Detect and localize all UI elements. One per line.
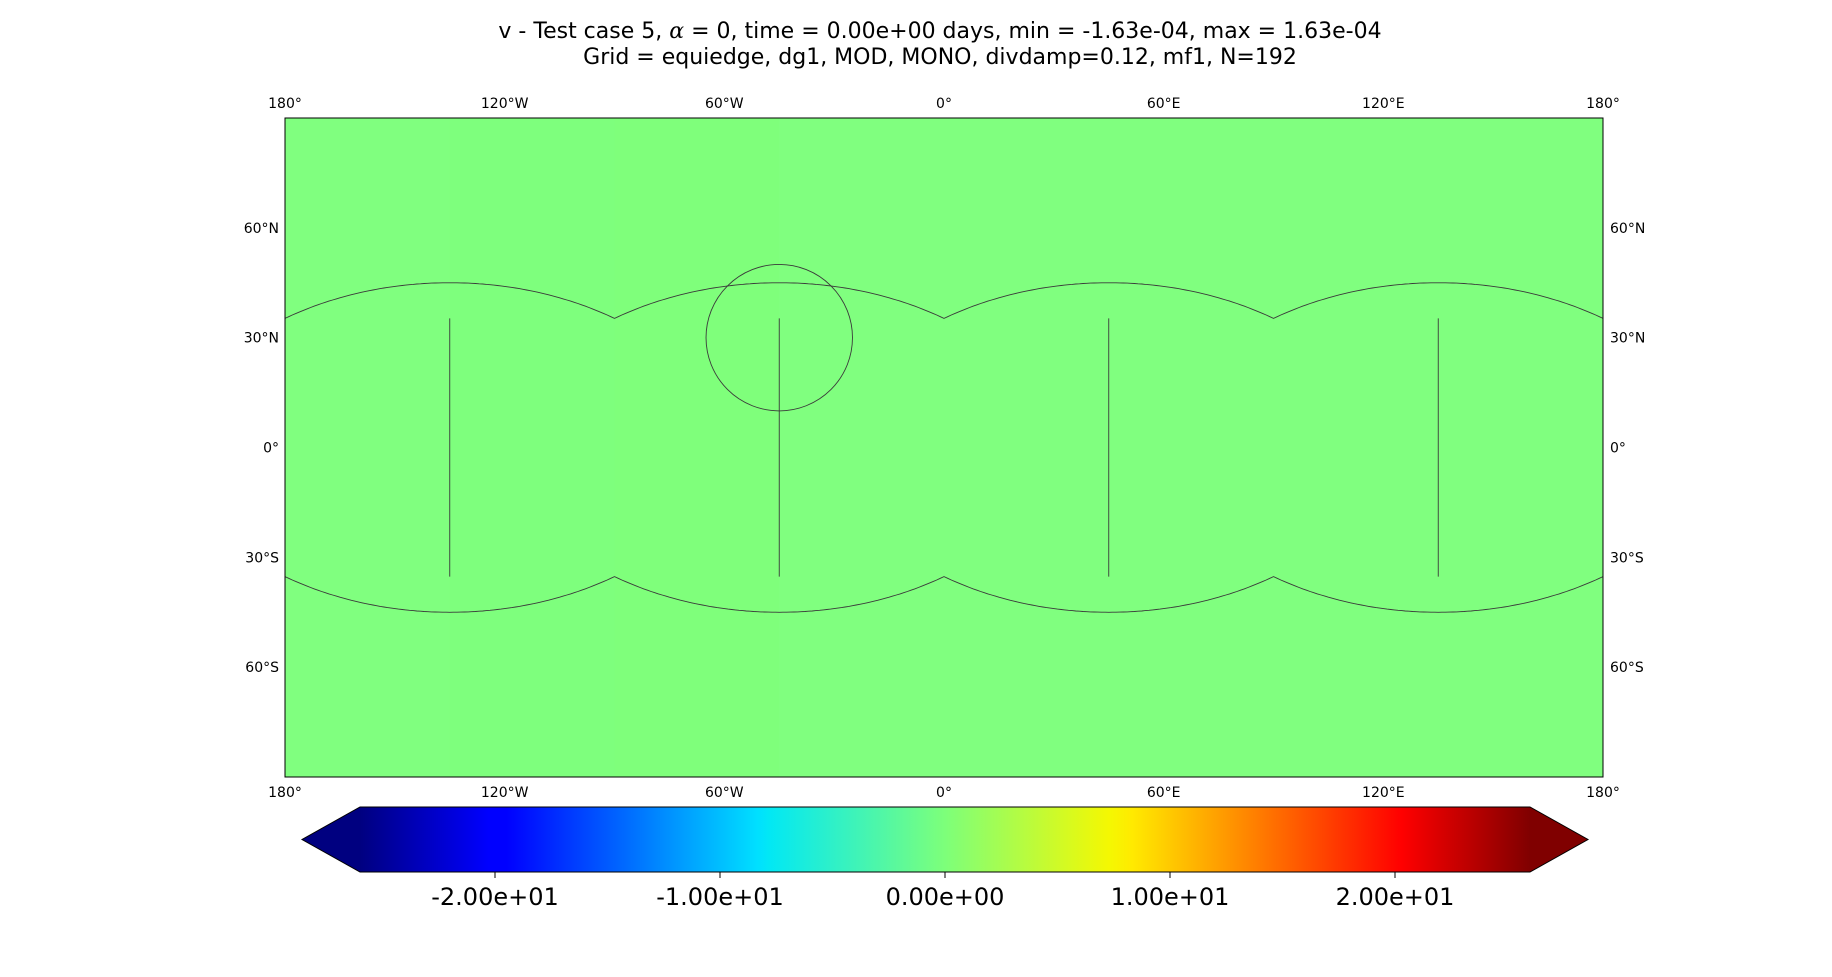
- map-area: 180° 180° 120°W 120°W 60°W 60°W 0° 0° 60°E 60°E 12…: [244, 96, 1646, 801]
- lon-tick-label-top: 120°E: [1362, 96, 1405, 112]
- title-prefix: v - Test case 5,: [498, 19, 670, 44]
- lat-tick-label-left: 30°S: [245, 550, 279, 566]
- panel-edge-south-arcs: [284, 576, 1604, 613]
- colorbar-tick-label: 1.00e+01: [1111, 883, 1230, 911]
- colorbar-tick-label: 2.00e+01: [1336, 883, 1455, 911]
- lon-tick-label-top: 180°: [1586, 96, 1620, 112]
- colorbar-outline: [300, 806, 1590, 873]
- lon-tick-label-bottom: 60°W: [705, 785, 744, 801]
- title-suffix: = 0, time = 0.00e+00 days, min = -1.63e-…: [684, 19, 1382, 44]
- field-band: [449, 118, 615, 777]
- lat-tick-label-left: 30°N: [244, 331, 279, 347]
- panel-edge-north-arcs: [284, 282, 1604, 319]
- plot-subtitle: Grid = equiedge, dg1, MOD, MONO, divdamp…: [583, 45, 1297, 70]
- lon-tick-label-bottom: 120°W: [481, 785, 529, 801]
- lat-tick-label-right: 0°: [1610, 441, 1626, 457]
- colorbar-tick-label: -1.00e+01: [656, 883, 784, 911]
- colorbar-tick-label: 0.00e+00: [886, 883, 1005, 911]
- colorbar-gradient: [360, 807, 1530, 872]
- plot-title: v - Test case 5, α = 0, time = 0.00e+00 …: [0, 19, 1832, 45]
- lat-tick-label-right: 30°N: [1610, 331, 1645, 347]
- lon-tick-label-top: 60°W: [705, 96, 744, 112]
- lat-tick-label-right: 60°S: [1610, 660, 1644, 676]
- lon-tick-label-bottom: 0°: [936, 785, 952, 801]
- lat-tick-label-right: 60°N: [1610, 221, 1645, 237]
- lon-tick-label-bottom: 180°: [1586, 785, 1620, 801]
- colorbar-extend-high: [1530, 807, 1588, 872]
- colorbar-tick-label: -2.00e+01: [431, 883, 559, 911]
- colorbar-extend-low: [302, 807, 360, 872]
- lon-tick-label-bottom: 180°: [268, 785, 302, 801]
- lon-tick-label-top: 0°: [936, 96, 952, 112]
- mountain-marker-circle: [705, 263, 853, 412]
- title-alpha-symbol: α: [669, 19, 685, 44]
- lon-tick-label-top: 120°W: [481, 96, 529, 112]
- lat-tick-label-left: 0°: [263, 441, 279, 457]
- field-band: [614, 118, 780, 777]
- lat-tick-label-left: 60°S: [245, 660, 279, 676]
- lon-tick-label-top: 60°E: [1147, 96, 1181, 112]
- lon-tick-label-top: 180°: [268, 96, 302, 112]
- lon-tick-label-bottom: 60°E: [1147, 785, 1181, 801]
- colorbar: -2.00e+01 -1.00e+01 0.00e+00 1.00e+01 2.00e+…: [300, 806, 1590, 911]
- map-frame: [284, 117, 1604, 778]
- lon-tick-label-bottom: 120°E: [1362, 785, 1405, 801]
- cube-panel-boundaries: [284, 282, 1604, 613]
- lat-tick-label-right: 30°S: [1610, 550, 1644, 566]
- lat-tick-label-left: 60°N: [244, 221, 279, 237]
